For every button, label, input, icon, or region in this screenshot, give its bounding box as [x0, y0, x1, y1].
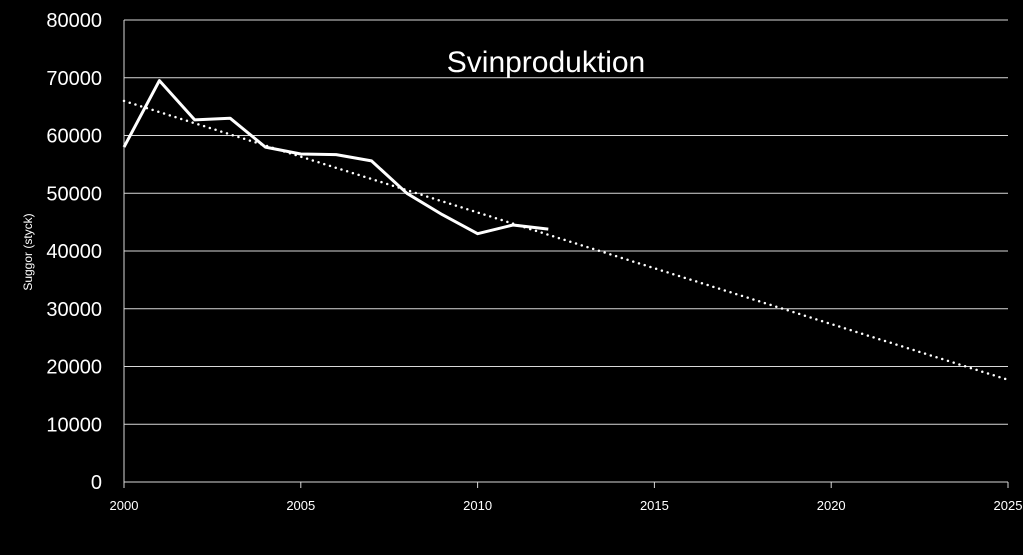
x-tick-label: 2020: [817, 498, 846, 513]
y-tick-label: 40000: [46, 241, 102, 263]
axes: [123, 20, 1009, 488]
x-tick-label: 2000: [110, 498, 139, 513]
y-axis-label: Suggor (styck): [21, 213, 35, 290]
y-tick-label: 70000: [46, 68, 102, 90]
chart-title: Svinproduktion: [447, 46, 645, 79]
y-tick-label: 30000: [46, 299, 102, 321]
y-tick-label: 60000: [46, 126, 102, 148]
y-tick-label: 80000: [46, 10, 102, 32]
x-tick-label: 2005: [286, 498, 315, 513]
y-tick-label: 0: [91, 472, 102, 494]
x-tick-label: 2010: [463, 498, 492, 513]
x-tick-label: 2025: [994, 498, 1023, 513]
series-lines: [122, 79, 1010, 382]
y-tick-label: 10000: [46, 414, 102, 436]
y-tick-labels: 0 10000 20000 30000 40000 50000 60000 70000 8000…: [46, 10, 102, 494]
x-tick-label: 2015: [640, 498, 669, 513]
gridlines: [124, 19, 1008, 425]
y-tick-label: 50000: [46, 183, 102, 205]
y-tick-label: 20000: [46, 357, 102, 379]
x-tick-labels: 2000 2005 2010 2015 2020 2025: [110, 498, 1023, 513]
